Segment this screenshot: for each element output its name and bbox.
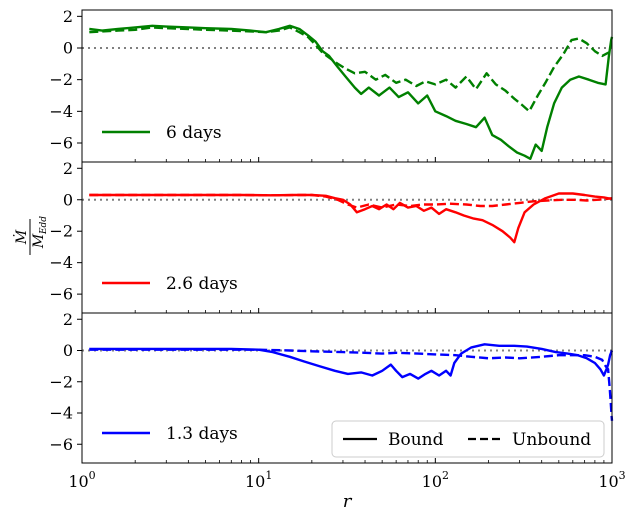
series-bound-line — [89, 192, 613, 244]
y-tick-label: −2 — [49, 70, 73, 89]
x-tick-base: 10 — [422, 472, 442, 491]
y-axis-label-subscript: Edd — [39, 216, 49, 235]
y-axis-label-numerator: Ṁ — [12, 229, 30, 245]
x-tick-label: 102 — [422, 469, 449, 491]
series-bound-line — [89, 24, 614, 161]
style-legend: Bound Unbound — [331, 420, 605, 458]
y-tick-label: 0 — [63, 341, 73, 360]
x-tick-label: 100 — [68, 469, 95, 491]
x-tick-base: 10 — [68, 472, 88, 491]
x-tick-base: 10 — [598, 472, 618, 491]
x-tick-label: 101 — [245, 469, 272, 491]
y-tick-label: 0 — [63, 39, 73, 58]
style-legend-unbound-label: Unbound — [512, 430, 591, 450]
panel-3: 2 0 −2 −4 −6 1.3 days — [49, 310, 614, 464]
panel-frame — [81, 312, 613, 464]
x-tick-exponent: 1 — [265, 469, 272, 482]
style-legend-bound-label: Bound — [388, 430, 444, 450]
series-unbound-line — [89, 348, 614, 421]
y-tick-label: 2 — [63, 7, 73, 26]
series-unbound-line — [89, 193, 613, 209]
legend-label: 6 days — [166, 123, 222, 143]
x-tick-exponent: 3 — [619, 469, 626, 482]
x-axis-label: r — [343, 491, 353, 512]
y-tick-label: −6 — [49, 134, 73, 153]
y-axis-label-denominator: M — [31, 233, 47, 249]
y-tick-label: 0 — [63, 190, 73, 209]
y-tick-label: −6 — [49, 285, 73, 304]
y-tick-label: −2 — [49, 372, 73, 391]
y-tick-label: −4 — [49, 404, 73, 423]
x-tick-exponent: 2 — [442, 469, 449, 482]
x-tick-base: 10 — [245, 472, 265, 491]
panel-2: 2 0 −2 −4 −6 2.6 days — [49, 159, 613, 314]
series-bound-line — [89, 343, 614, 380]
panel-frame — [81, 161, 613, 314]
panel-frame — [81, 9, 613, 163]
panel-1: 2 0 −2 −4 −6 6 days — [49, 7, 614, 163]
y-tick-label: −6 — [49, 435, 73, 454]
series-unbound-line — [89, 26, 613, 113]
x-tick-label: 103 — [598, 469, 625, 491]
legend-label: 2.6 days — [166, 274, 238, 294]
y-tick-label: 2 — [63, 159, 73, 178]
legend-label: 1.3 days — [166, 424, 238, 444]
y-tick-label: −2 — [49, 222, 73, 241]
y-tick-label: −4 — [49, 253, 73, 272]
x-tick-exponent: 0 — [89, 469, 96, 482]
y-tick-label: −4 — [49, 102, 73, 121]
y-tick-label: 2 — [63, 310, 73, 329]
